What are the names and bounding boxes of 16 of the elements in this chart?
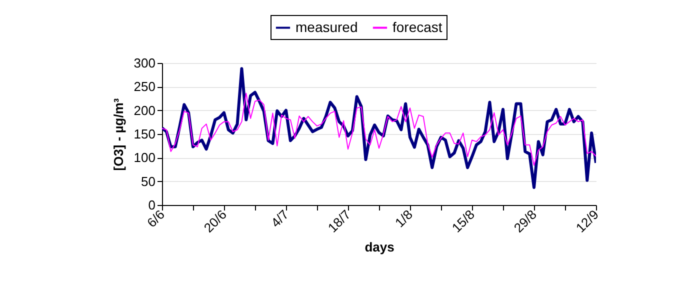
- legend-label: measured: [296, 18, 358, 35]
- x-axis-title: days: [364, 239, 394, 254]
- y-tick-label: 200: [134, 102, 156, 118]
- y-axis-title: [O3] - µg/m³: [110, 98, 126, 171]
- x-tick-label: 4/7: [268, 206, 292, 230]
- y-tick-label: 300: [134, 56, 156, 70]
- x-tick-label: 15/8: [448, 206, 478, 236]
- legend-label: forecast: [392, 18, 442, 35]
- y-tick-label: 50: [141, 174, 156, 189]
- y-tick-label: 0: [148, 198, 156, 212]
- x-tick-label: 12/9: [572, 206, 602, 236]
- y-tick-label: 100: [134, 150, 156, 166]
- y-tick-label: 150: [134, 126, 156, 142]
- x-tick-label: 1/8: [392, 206, 416, 230]
- y-tick-label: 250: [134, 79, 156, 94]
- line-series: [162, 92, 596, 166]
